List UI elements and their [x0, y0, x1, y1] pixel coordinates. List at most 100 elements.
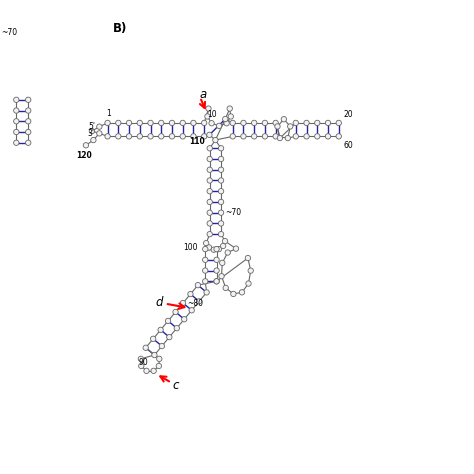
Circle shape — [180, 134, 185, 139]
Circle shape — [219, 210, 224, 215]
Circle shape — [227, 106, 232, 111]
Circle shape — [206, 245, 212, 250]
Circle shape — [144, 368, 149, 374]
Circle shape — [158, 327, 164, 333]
Circle shape — [26, 108, 31, 113]
Text: 120: 120 — [76, 151, 91, 160]
Circle shape — [174, 326, 180, 331]
Circle shape — [219, 221, 224, 226]
Circle shape — [182, 317, 187, 322]
Circle shape — [165, 318, 171, 324]
Circle shape — [83, 143, 89, 148]
Circle shape — [105, 134, 110, 139]
Circle shape — [159, 120, 164, 126]
Circle shape — [207, 210, 212, 215]
Text: 3': 3' — [88, 129, 95, 138]
Circle shape — [180, 120, 185, 126]
Circle shape — [148, 134, 153, 139]
Circle shape — [207, 156, 212, 162]
Circle shape — [137, 120, 143, 126]
Circle shape — [325, 120, 331, 126]
Circle shape — [214, 268, 219, 273]
Circle shape — [225, 250, 230, 255]
Circle shape — [202, 268, 208, 273]
Circle shape — [26, 97, 31, 102]
Circle shape — [281, 117, 287, 122]
Text: d: d — [155, 296, 163, 310]
Circle shape — [202, 279, 208, 284]
Circle shape — [207, 167, 212, 173]
Circle shape — [201, 134, 207, 139]
Circle shape — [191, 134, 196, 139]
Circle shape — [138, 363, 144, 369]
Circle shape — [219, 178, 224, 183]
Circle shape — [156, 363, 162, 369]
Circle shape — [262, 120, 268, 126]
Circle shape — [277, 136, 283, 141]
Circle shape — [137, 134, 143, 139]
Circle shape — [207, 146, 212, 151]
Circle shape — [150, 336, 156, 341]
Circle shape — [202, 257, 208, 263]
Circle shape — [315, 120, 320, 126]
Circle shape — [213, 137, 218, 143]
Circle shape — [220, 243, 226, 249]
Circle shape — [116, 120, 121, 126]
Circle shape — [216, 246, 222, 252]
Circle shape — [189, 308, 194, 313]
Circle shape — [304, 134, 309, 139]
Circle shape — [275, 124, 280, 129]
Text: 20: 20 — [343, 110, 353, 119]
Circle shape — [188, 292, 193, 297]
Circle shape — [219, 156, 224, 162]
Circle shape — [14, 97, 19, 102]
Circle shape — [14, 118, 19, 124]
Circle shape — [223, 116, 228, 122]
Circle shape — [336, 120, 341, 126]
Circle shape — [223, 285, 228, 291]
Circle shape — [89, 128, 95, 134]
Circle shape — [152, 352, 157, 358]
Circle shape — [224, 120, 229, 126]
Circle shape — [241, 120, 246, 126]
Circle shape — [173, 310, 178, 315]
Circle shape — [201, 120, 207, 126]
Circle shape — [207, 199, 212, 205]
Circle shape — [14, 129, 19, 135]
Circle shape — [231, 291, 236, 297]
Text: 1: 1 — [107, 109, 111, 118]
Circle shape — [315, 134, 320, 139]
Text: 100: 100 — [183, 243, 198, 252]
Circle shape — [180, 301, 186, 306]
Circle shape — [191, 120, 196, 126]
Circle shape — [196, 299, 202, 304]
Circle shape — [304, 120, 309, 126]
Circle shape — [241, 134, 246, 139]
Circle shape — [26, 140, 31, 146]
Circle shape — [336, 134, 341, 139]
Circle shape — [248, 268, 254, 273]
Circle shape — [26, 129, 31, 135]
Circle shape — [206, 106, 211, 111]
Text: B): B) — [113, 22, 128, 35]
Circle shape — [293, 120, 299, 126]
Text: 10: 10 — [207, 110, 217, 119]
Circle shape — [252, 134, 257, 139]
Circle shape — [262, 134, 268, 139]
Circle shape — [207, 231, 212, 237]
Circle shape — [97, 131, 102, 136]
Circle shape — [207, 178, 212, 183]
Circle shape — [202, 246, 208, 252]
Circle shape — [143, 345, 148, 350]
Circle shape — [273, 120, 278, 126]
Circle shape — [151, 368, 156, 374]
Circle shape — [219, 167, 224, 173]
Text: ~80: ~80 — [187, 299, 203, 308]
Circle shape — [26, 118, 31, 124]
Circle shape — [156, 356, 162, 362]
Circle shape — [214, 246, 219, 252]
Text: 90: 90 — [139, 358, 148, 367]
Circle shape — [205, 114, 210, 119]
Text: c: c — [173, 379, 179, 392]
Circle shape — [127, 134, 132, 139]
